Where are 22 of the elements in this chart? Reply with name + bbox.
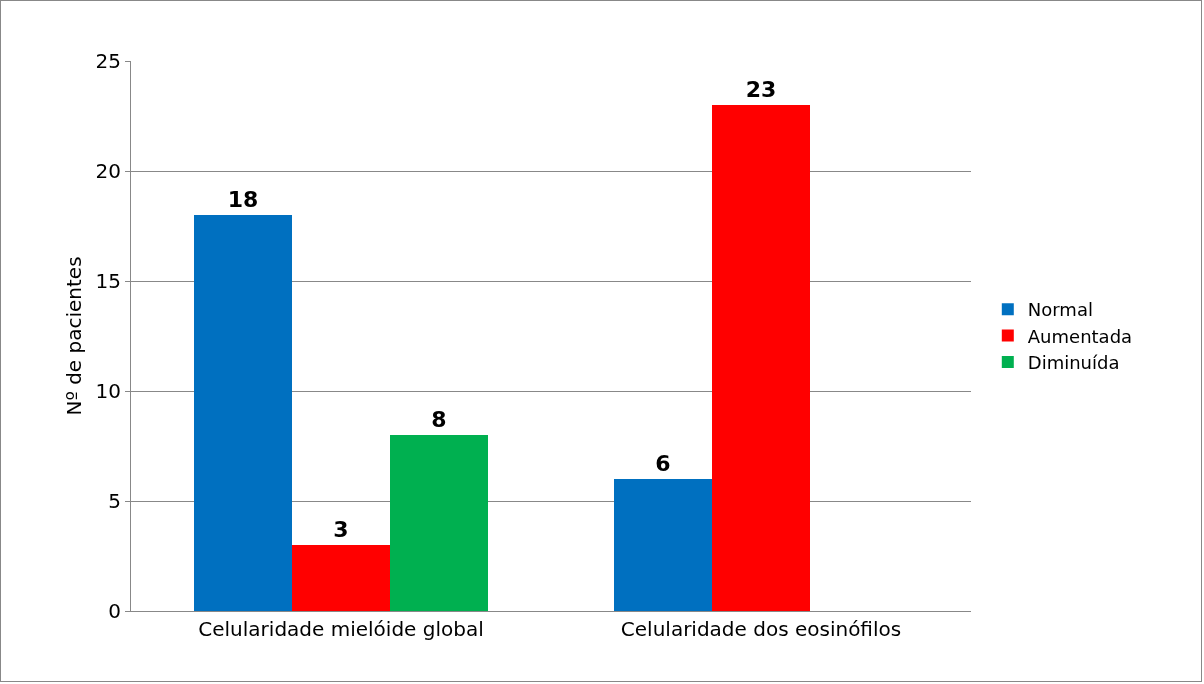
y-tick-label: 20 <box>95 159 121 183</box>
data-label: 6 <box>655 451 671 476</box>
bar <box>712 105 810 611</box>
bar <box>292 545 390 611</box>
bar <box>390 435 488 611</box>
y-tick-label: 10 <box>95 379 121 403</box>
x-tick-label: Celularidade mielóide global <box>198 617 484 641</box>
data-label: 8 <box>431 407 447 432</box>
y-tick-label: 15 <box>95 269 121 293</box>
x-tick-label: Celularidade dos eosinófilos <box>620 617 902 641</box>
y-tick-label: 5 <box>108 489 121 513</box>
y-tick-label: 25 <box>95 49 121 73</box>
legend-label: Aumentada <box>1027 325 1133 347</box>
y-axis-title: Nº de pacientes <box>62 256 86 416</box>
legend-label: Diminuída <box>1027 352 1120 374</box>
data-label: 23 <box>745 77 777 102</box>
data-label: 18 <box>227 187 259 212</box>
y-tick-label: 0 <box>108 599 121 623</box>
bar <box>194 215 292 611</box>
legend-label: Normal <box>1027 299 1093 321</box>
bar <box>614 479 712 611</box>
data-label: 3 <box>333 517 349 542</box>
